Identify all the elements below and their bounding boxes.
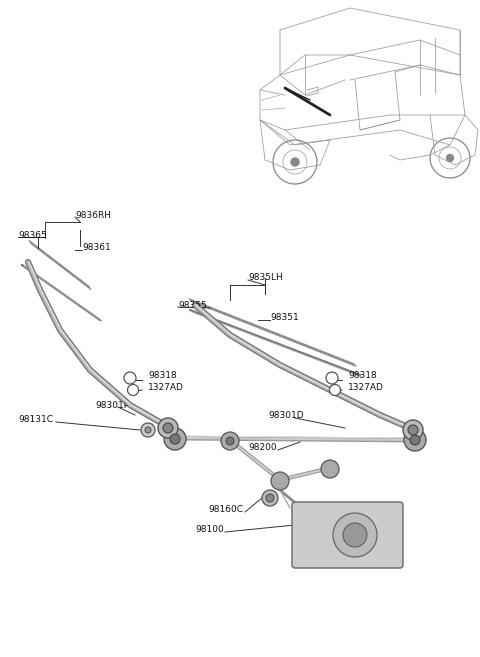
Text: 98160C: 98160C: [208, 505, 243, 514]
Circle shape: [128, 384, 139, 396]
Circle shape: [141, 423, 155, 437]
Text: 98355: 98355: [178, 300, 207, 309]
Circle shape: [410, 435, 420, 445]
Text: 9836RH: 9836RH: [75, 210, 111, 219]
Circle shape: [164, 428, 186, 450]
Circle shape: [321, 460, 339, 478]
Text: 98361: 98361: [82, 244, 111, 252]
Text: 98318: 98318: [348, 371, 377, 380]
Text: 98301P: 98301P: [95, 401, 129, 409]
Text: 1327AD: 1327AD: [148, 384, 184, 392]
Text: 98200: 98200: [248, 443, 276, 453]
Circle shape: [343, 523, 367, 547]
Circle shape: [291, 158, 299, 166]
Circle shape: [124, 372, 136, 384]
Text: 98365: 98365: [18, 231, 47, 240]
Circle shape: [329, 384, 340, 396]
Circle shape: [158, 418, 178, 438]
Circle shape: [403, 420, 423, 440]
Circle shape: [262, 490, 278, 506]
Text: 98318: 98318: [148, 371, 177, 380]
Circle shape: [221, 432, 239, 450]
Circle shape: [170, 434, 180, 444]
Text: 1327AD: 1327AD: [348, 384, 384, 392]
Circle shape: [446, 154, 454, 162]
Text: 9835LH: 9835LH: [248, 273, 283, 283]
Circle shape: [226, 437, 234, 445]
Circle shape: [266, 494, 274, 502]
Circle shape: [163, 423, 173, 433]
Text: 98301D: 98301D: [268, 411, 304, 420]
Circle shape: [333, 513, 377, 557]
FancyBboxPatch shape: [292, 502, 403, 568]
Circle shape: [271, 472, 289, 490]
Circle shape: [326, 372, 338, 384]
Circle shape: [404, 429, 426, 451]
Text: 98131C: 98131C: [18, 415, 53, 424]
Text: 98351: 98351: [270, 313, 299, 323]
Text: 98100: 98100: [195, 526, 224, 535]
Circle shape: [145, 427, 151, 433]
Circle shape: [408, 425, 418, 435]
